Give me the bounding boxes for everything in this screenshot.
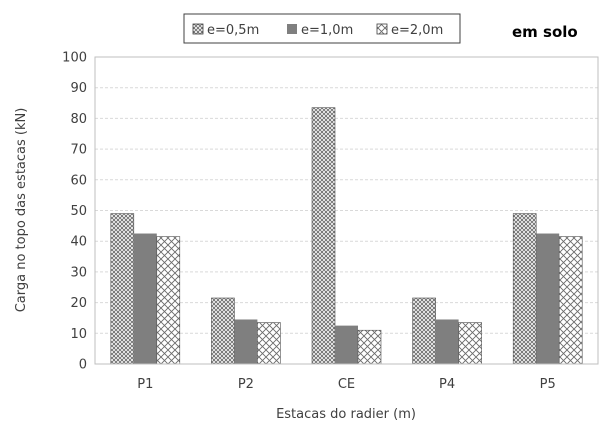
y-tick-label: 70 [70, 143, 87, 158]
legend-swatch-e10 [287, 24, 297, 34]
y-tick-label: 90 [70, 81, 87, 96]
legend-label-e05: e=0,5m [207, 23, 259, 38]
x-tick-label-p2: P2 [238, 377, 254, 392]
legend-box [183, 13, 461, 44]
y-tick-label: 40 [70, 235, 87, 250]
x-tick-label-p4: P4 [439, 377, 455, 392]
plot-area-border [94, 56, 599, 365]
y-tick-label: 10 [70, 327, 87, 342]
x-tick-label-ce: CE [338, 377, 355, 392]
y-tick-label: 100 [62, 51, 87, 66]
legend-swatch-e20 [376, 23, 388, 35]
y-tick-label: 80 [70, 112, 87, 127]
annotation-em-solo: em solo [512, 23, 578, 41]
bar-p4-series-1 [412, 297, 436, 365]
legend-label-e10: e=1,0m [301, 23, 353, 38]
y-tick-labels: 0 10 20 30 40 50 60 70 80 90 100 [62, 51, 87, 373]
bar-p5-series-2 [536, 233, 560, 364]
bar-ce-series-3 [357, 329, 382, 365]
y-tick-label: 50 [70, 204, 87, 219]
y-tick-label: 0 [79, 358, 87, 373]
y-tick-label: 30 [70, 265, 87, 280]
legend-swatch-e05 [192, 23, 204, 35]
x-axis-title: Estacas do radier (m) [276, 407, 416, 422]
bar-ce-series-1 [311, 107, 336, 365]
y-tick-label: 60 [70, 173, 87, 188]
legend: e=0,5m e=1,0m e=2,0m [183, 13, 461, 44]
bar-p2-series-2 [234, 319, 258, 364]
bar-p4-series-3 [458, 322, 482, 365]
bar-p5-series-1 [512, 213, 537, 365]
bar-ce-series-2 [335, 325, 358, 364]
legend-label-e20: e=2,0m [391, 23, 443, 38]
x-tick-labels: P1 P2 CE P4 P5 [137, 377, 556, 392]
y-axis-title: Carga no topo das estacas (kN) [14, 108, 29, 313]
y-tick-label: 20 [70, 296, 87, 311]
bar-p2-series-3 [257, 322, 281, 365]
x-tick-label-p5: P5 [540, 377, 556, 392]
bar-p1-series-2 [133, 233, 157, 364]
x-tick-label-p1: P1 [137, 377, 153, 392]
bars [110, 107, 583, 365]
bar-p1-series-1 [110, 213, 135, 365]
bar-p2-series-1 [211, 297, 235, 365]
bar-p4-series-2 [435, 319, 459, 364]
bar-p1-series-3 [156, 236, 181, 365]
bar-p5-series-3 [558, 236, 583, 365]
